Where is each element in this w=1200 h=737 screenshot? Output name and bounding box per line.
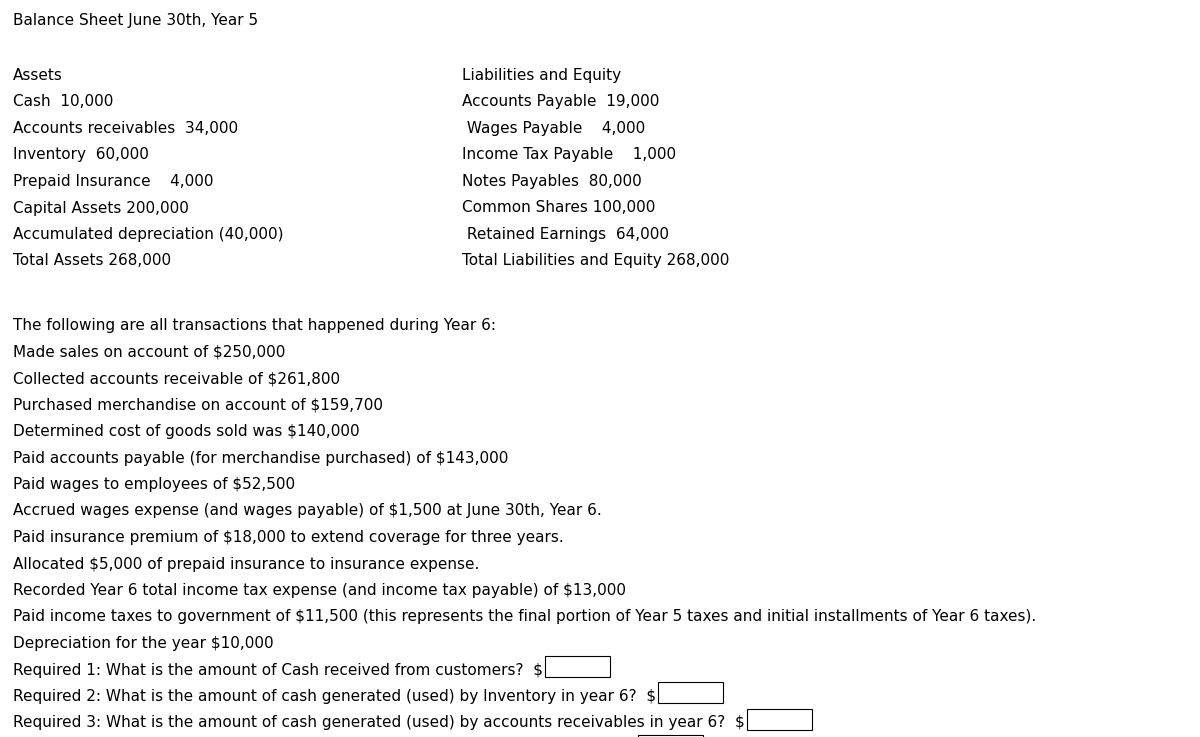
Text: Accounts Payable  19,000: Accounts Payable 19,000 [462, 94, 659, 110]
Text: Retained Earnings  64,000: Retained Earnings 64,000 [462, 227, 670, 242]
Text: Required 3: What is the amount of cash generated (used) by accounts receivables : Required 3: What is the amount of cash g… [13, 716, 745, 730]
Text: Accrued wages expense (and wages payable) of $1,500 at June 30th, Year 6.: Accrued wages expense (and wages payable… [13, 503, 601, 519]
Text: Capital Assets 200,000: Capital Assets 200,000 [13, 200, 188, 215]
Text: Made sales on account of $250,000: Made sales on account of $250,000 [13, 344, 286, 360]
Bar [545, 655, 610, 677]
Text: Inventory  60,000: Inventory 60,000 [13, 147, 149, 162]
Text: Notes Payables  80,000: Notes Payables 80,000 [462, 174, 642, 189]
Text: Cash  10,000: Cash 10,000 [13, 94, 113, 110]
Bar [746, 708, 811, 730]
Text: Common Shares 100,000: Common Shares 100,000 [462, 200, 655, 215]
Text: The following are all transactions that happened during Year 6:: The following are all transactions that … [13, 318, 496, 333]
Text: Required 1: What is the amount of Cash received from customers?  $: Required 1: What is the amount of Cash r… [13, 663, 542, 677]
Text: Wages Payable    4,000: Wages Payable 4,000 [462, 121, 646, 136]
Text: Required 2: What is the amount of cash generated (used) by Inventory in year 6? : Required 2: What is the amount of cash g… [13, 689, 656, 704]
Text: Total Assets 268,000: Total Assets 268,000 [13, 254, 172, 268]
Text: Paid accounts payable (for merchandise purchased) of $143,000: Paid accounts payable (for merchandise p… [13, 450, 509, 466]
Text: Collected accounts receivable of $261,800: Collected accounts receivable of $261,80… [13, 371, 340, 386]
Bar [637, 735, 703, 737]
Text: Allocated $5,000 of prepaid insurance to insurance expense.: Allocated $5,000 of prepaid insurance to… [13, 556, 479, 571]
Text: Accounts receivables  34,000: Accounts receivables 34,000 [13, 121, 238, 136]
Text: Liabilities and Equity: Liabilities and Equity [462, 68, 622, 83]
Text: Recorded Year 6 total income tax expense (and income tax payable) of $13,000: Recorded Year 6 total income tax expense… [13, 583, 626, 598]
Text: Purchased merchandise on account of $159,700: Purchased merchandise on account of $159… [13, 397, 383, 413]
Text: Income Tax Payable    1,000: Income Tax Payable 1,000 [462, 147, 676, 162]
Text: Total Liabilities and Equity 268,000: Total Liabilities and Equity 268,000 [462, 254, 730, 268]
Text: Prepaid Insurance    4,000: Prepaid Insurance 4,000 [13, 174, 214, 189]
Text: Balance Sheet June 30th, Year 5: Balance Sheet June 30th, Year 5 [13, 13, 258, 28]
Text: Assets: Assets [13, 68, 62, 83]
Text: Paid income taxes to government of $11,500 (this represents the final portion of: Paid income taxes to government of $11,5… [13, 609, 1037, 624]
Bar [658, 682, 724, 703]
Text: Accumulated depreciation (40,000): Accumulated depreciation (40,000) [13, 227, 283, 242]
Text: Depreciation for the year $10,000: Depreciation for the year $10,000 [13, 636, 274, 651]
Text: Determined cost of goods sold was $140,000: Determined cost of goods sold was $140,0… [13, 424, 360, 439]
Text: Paid wages to employees of $52,500: Paid wages to employees of $52,500 [13, 477, 295, 492]
Text: Paid insurance premium of $18,000 to extend coverage for three years.: Paid insurance premium of $18,000 to ext… [13, 530, 564, 545]
